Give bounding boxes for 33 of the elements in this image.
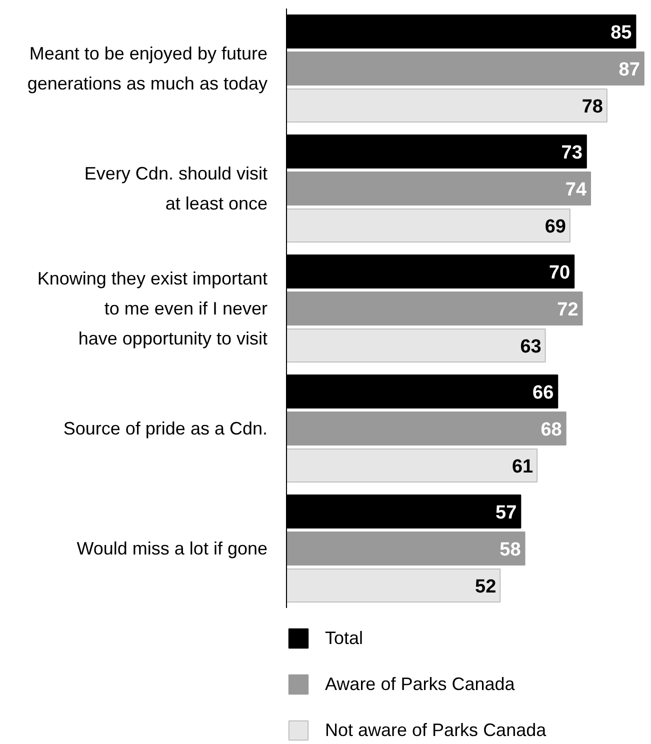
data-label: 66 xyxy=(532,382,554,404)
data-label: 74 xyxy=(565,180,587,200)
data-label: 69 xyxy=(544,216,566,238)
y-tick-label: Would miss a lot if gone xyxy=(76,538,268,558)
data-label: 70 xyxy=(548,262,570,284)
y-tick-label: Source of pride as a Cdn. xyxy=(63,418,268,438)
bar xyxy=(286,568,501,602)
bar xyxy=(286,448,538,482)
y-tick-label: Meant to be enjoyed by future generations as much as today xyxy=(27,44,268,94)
data-label: 58 xyxy=(500,540,521,560)
legend-label: Aware of Parks Canada xyxy=(325,672,515,696)
bar xyxy=(286,52,644,86)
data-label: 72 xyxy=(557,300,578,320)
data-label: 85 xyxy=(610,22,632,44)
bar xyxy=(286,532,526,566)
bar xyxy=(286,172,592,206)
data-label: 68 xyxy=(540,420,562,440)
legend-label: Total xyxy=(325,626,364,650)
y-tick-label: Knowing they exist important to me even if I never have opportunity to visit xyxy=(37,268,268,348)
data-label: 73 xyxy=(561,142,582,164)
bar xyxy=(286,412,566,446)
y-tick-label: Every Cdn. should visit at least once xyxy=(84,164,268,214)
legend-label: Not aware of Parks Canada xyxy=(325,718,546,742)
bar xyxy=(286,208,570,242)
data-label: 57 xyxy=(496,502,517,524)
data-label: 61 xyxy=(512,456,534,478)
bar xyxy=(286,328,546,362)
data-label: 52 xyxy=(475,576,496,598)
data-label: 63 xyxy=(520,336,542,358)
data-label: 78 xyxy=(582,96,603,118)
bar xyxy=(286,88,608,122)
data-label: 87 xyxy=(618,60,640,80)
bar xyxy=(286,292,583,326)
